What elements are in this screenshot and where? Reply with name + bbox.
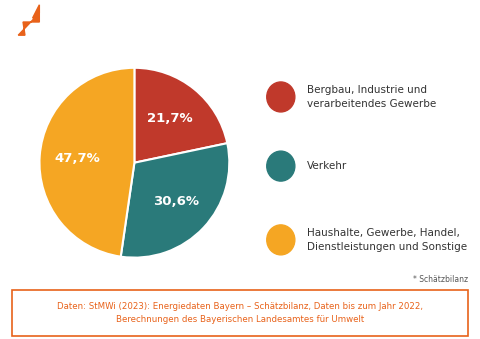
Text: Daten: StMWi (2023): Energiedaten Bayern – Schätzbilanz, Daten bis zum Jahr 2022: Daten: StMWi (2023): Energiedaten Bayern… [57,302,423,324]
Text: Haushalte, Gewerbe, Handel,
Dienstleistungen und Sonstige: Haushalte, Gewerbe, Handel, Dienstleistu… [307,228,467,252]
Text: * Schätzbilanz: * Schätzbilanz [413,275,468,284]
Text: Endenergieverbrauch nach Sektoren in Bayern 2022*: Endenergieverbrauch nach Sektoren in Bay… [39,13,479,27]
Circle shape [267,151,295,181]
Text: Verkehr: Verkehr [307,161,347,171]
Text: 47,7%: 47,7% [55,152,100,165]
Wedge shape [121,143,229,258]
Wedge shape [134,68,228,163]
FancyBboxPatch shape [12,290,468,336]
Text: 30,6%: 30,6% [153,195,199,208]
Text: 21,7%: 21,7% [147,112,193,125]
Wedge shape [39,68,134,257]
Circle shape [0,6,201,34]
Circle shape [267,225,295,255]
Polygon shape [18,5,39,35]
Circle shape [267,82,295,112]
Text: Bergbau, Industrie und
verarbeitendes Gewerbe: Bergbau, Industrie und verarbeitendes Ge… [307,85,436,109]
